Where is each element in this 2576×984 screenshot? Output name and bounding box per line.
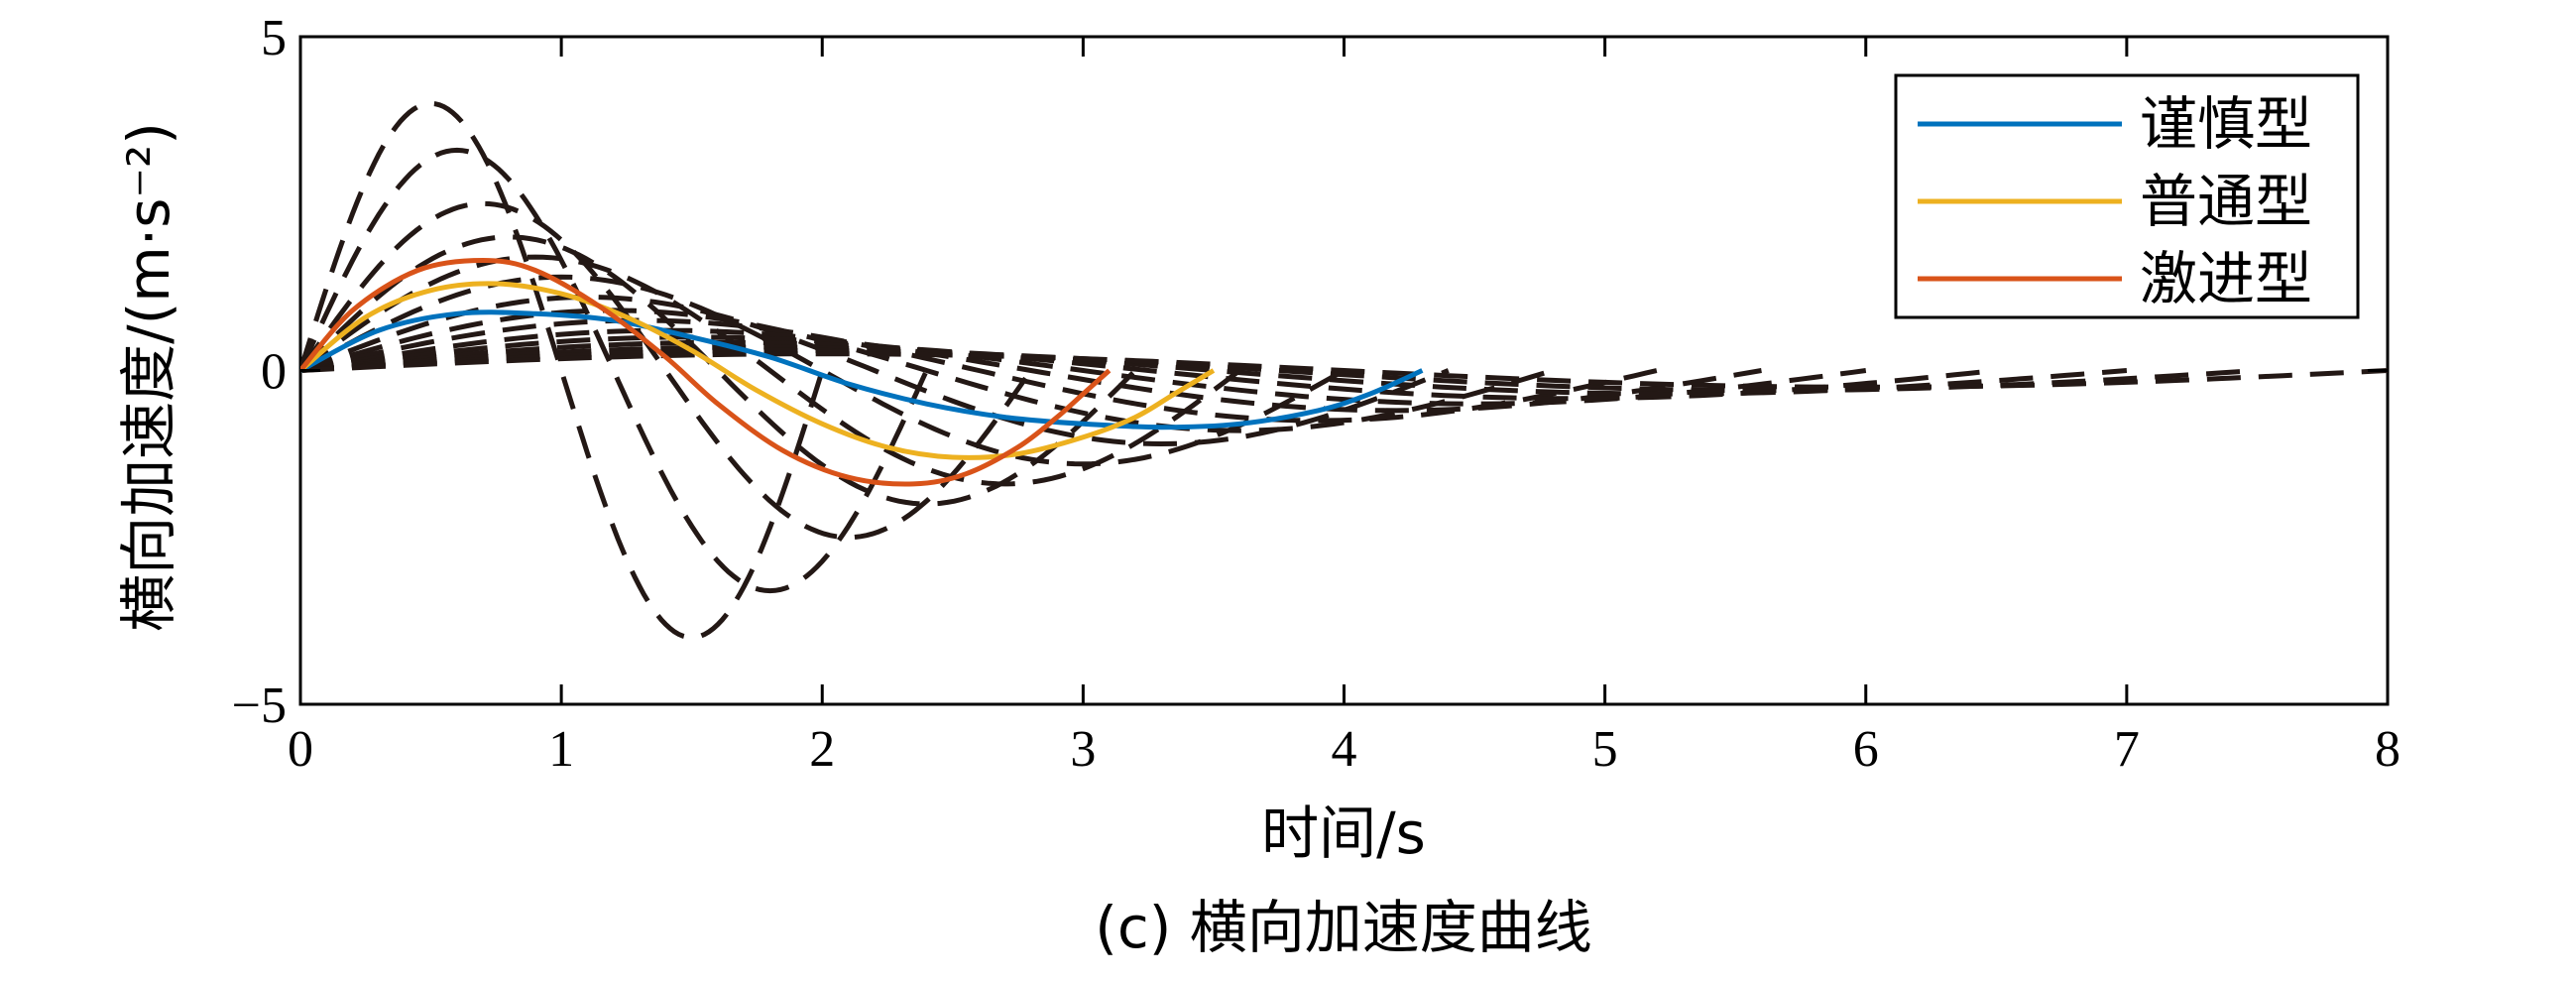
y-tick-label: 0: [261, 344, 287, 401]
series-line-3: [300, 257, 1112, 487]
series-line-1: [300, 309, 1424, 430]
x-tick-label: 7: [2114, 721, 2140, 778]
background-curve: [300, 317, 1658, 424]
background-trajectory-curves: [300, 100, 2388, 641]
y-axis-title: 横向加速度/(m·s⁻²): [115, 122, 182, 632]
background-curve: [300, 254, 1241, 487]
background-curve: [300, 347, 2258, 394]
x-tick-label: 2: [809, 721, 835, 778]
y-tick-label: 5: [261, 10, 287, 66]
x-tick-label: 3: [1070, 721, 1096, 778]
x-tick-label: 0: [288, 721, 313, 778]
y-tick-label: −5: [232, 677, 287, 734]
background-curve: [300, 294, 1450, 447]
figure-caption: (c) 横向加速度曲线: [1095, 894, 1592, 961]
x-tick-label: 4: [1332, 721, 1357, 778]
x-tick-label: 6: [1853, 721, 1879, 778]
x-tick-label: 8: [2375, 721, 2400, 778]
x-tick-label: 5: [1592, 721, 1618, 778]
legend-label: 谨慎型: [2140, 90, 2312, 158]
x-axis-title: 时间/s: [1261, 800, 1426, 867]
series-line-2: [300, 281, 1216, 460]
y-axis-ticks: 5 0 −5: [232, 10, 2388, 734]
background-curve: [300, 147, 929, 594]
driver-style-curves: [300, 257, 1424, 487]
background-curve: [300, 274, 1346, 467]
background-curve: [300, 327, 1762, 414]
x-axis-ticks: 0 1 2 3 4 5 6 7 8: [288, 37, 2400, 778]
legend-label: 激进型: [2140, 245, 2312, 312]
background-curve: [300, 308, 1554, 433]
legend-label: 普通型: [2140, 168, 2312, 235]
background-curve: [300, 200, 1033, 541]
background-curve: [300, 351, 2388, 390]
x-tick-label: 1: [548, 721, 574, 778]
